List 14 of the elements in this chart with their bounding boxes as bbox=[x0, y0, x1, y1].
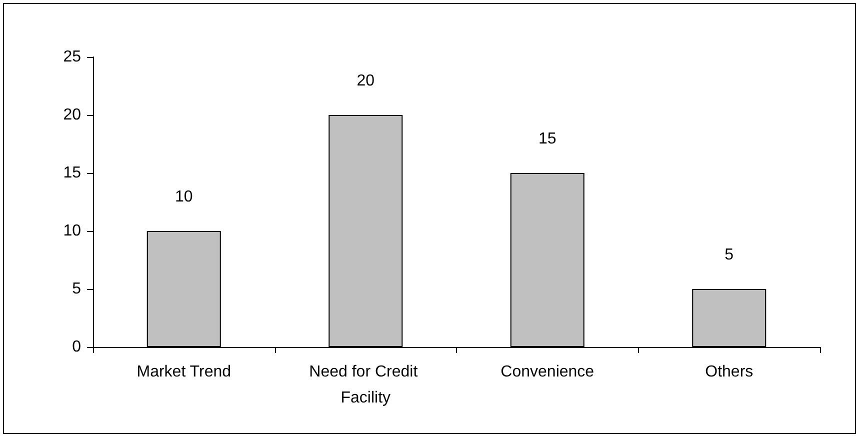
x-tick-label: Market Trend bbox=[136, 364, 232, 380]
y-tick-label: 0 bbox=[72, 338, 82, 356]
y-tick-label: 10 bbox=[63, 222, 82, 240]
y-tick-label: 15 bbox=[63, 164, 82, 182]
x-tick-label: Need for Credit Facility bbox=[309, 364, 422, 406]
y-tick-label: 5 bbox=[72, 280, 82, 298]
data-label: 5 bbox=[724, 246, 734, 264]
data-label: 10 bbox=[174, 188, 193, 206]
y-tick-label: 25 bbox=[63, 48, 82, 66]
data-label: 15 bbox=[538, 130, 556, 148]
x-tick-label: Convenience bbox=[500, 364, 594, 380]
data-label: 20 bbox=[356, 72, 375, 90]
y-tick-label: 20 bbox=[63, 106, 82, 124]
x-tick-label: Others bbox=[705, 364, 754, 380]
